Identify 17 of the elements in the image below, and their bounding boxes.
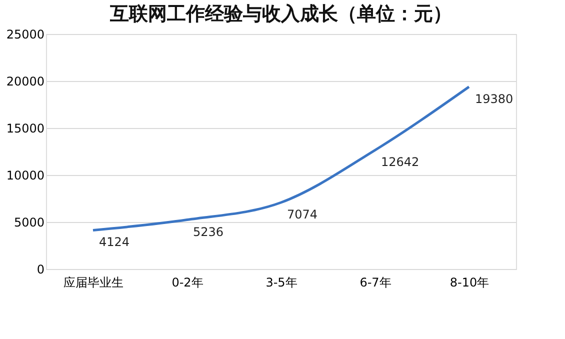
- data-label: 19380: [475, 92, 514, 106]
- y-tick-label: 20000: [6, 74, 44, 88]
- x-tick-label: 6-7年: [360, 276, 392, 290]
- x-tick-label: 3-5年: [266, 276, 298, 290]
- x-tick-label: 8-10年: [450, 276, 490, 290]
- data-label: 7074: [287, 208, 318, 222]
- y-tick-label: 5000: [14, 216, 44, 230]
- y-tick-label: 25000: [6, 28, 44, 42]
- x-tick-label: 应届毕业生: [64, 276, 124, 290]
- data-label: 5236: [193, 224, 224, 239]
- data-label: 4124: [99, 235, 130, 250]
- y-tick-label: 15000: [6, 122, 44, 136]
- y-tick-label: 10000: [6, 168, 44, 182]
- chart-title: 互联网工作经验与收入成长（单位：元）: [109, 3, 452, 25]
- x-tick-label: 0-2年: [172, 276, 204, 290]
- y-tick-label: 0: [36, 262, 44, 276]
- data-label: 12642: [381, 155, 420, 170]
